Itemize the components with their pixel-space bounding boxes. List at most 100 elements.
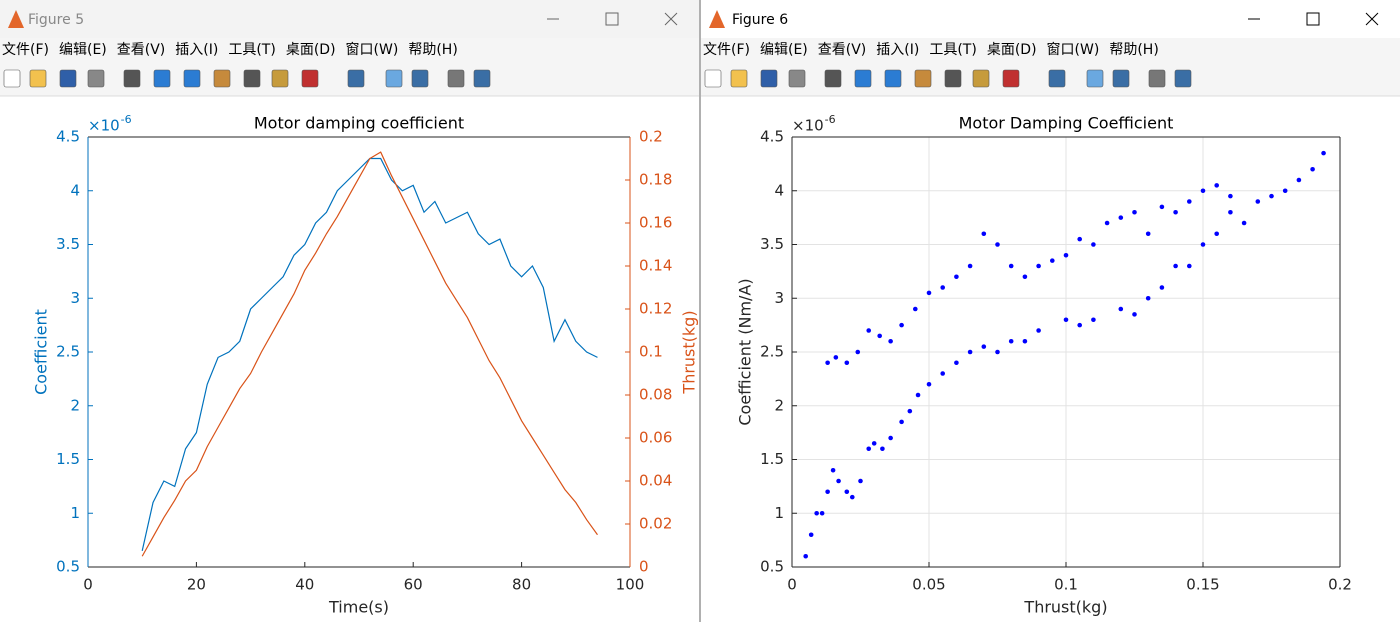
data-point <box>1321 150 1326 156</box>
menu-item[interactable]: 编辑(E) <box>760 42 808 58</box>
toolbar-button[interactable] <box>271 69 289 88</box>
menu-item[interactable]: 工具(T) <box>929 42 976 58</box>
toolbar-button[interactable] <box>1002 69 1020 88</box>
chart-title: Motor damping coefficient <box>254 114 464 133</box>
data-point <box>808 532 814 538</box>
data-point <box>1255 199 1261 204</box>
x-tick-label: 20 <box>187 576 206 594</box>
maximize-button[interactable] <box>605 12 619 26</box>
toolbar-button[interactable] <box>183 69 201 88</box>
data-point <box>940 285 945 290</box>
menu-item[interactable]: 工具(T) <box>228 42 275 58</box>
menu-item[interactable]: 插入(I) <box>876 42 919 58</box>
menu-item[interactable]: 帮助(H) <box>408 42 457 58</box>
toolbar-button[interactable] <box>301 69 319 88</box>
menu-item[interactable]: 桌面(D) <box>987 42 1037 58</box>
y2-tick-label: 0.08 <box>639 386 672 404</box>
toolbar-button[interactable] <box>1048 69 1066 88</box>
toolbar-button[interactable] <box>884 69 902 88</box>
data-point <box>866 446 872 452</box>
matlab-icon <box>709 10 725 28</box>
data-point <box>967 349 973 355</box>
maximize-button[interactable] <box>1306 12 1320 26</box>
x-axis-label: Thrust(kg) <box>1023 598 1107 617</box>
data-point <box>1187 199 1192 204</box>
y-tick-label: 1 <box>774 504 784 522</box>
y2-tick-label: 0.02 <box>639 515 672 533</box>
toolbar-button[interactable] <box>411 69 429 88</box>
menu-item[interactable]: 查看(V) <box>818 42 867 58</box>
data-point <box>1228 209 1233 215</box>
toolbar-button[interactable] <box>385 69 403 88</box>
toolbar-button[interactable] <box>704 69 722 88</box>
toolbar-button[interactable] <box>1174 69 1192 88</box>
menu-item[interactable]: 桌面(D) <box>286 42 336 58</box>
close-button[interactable] <box>664 12 678 26</box>
toolbar-button[interactable] <box>854 69 872 88</box>
data-point <box>1063 317 1069 323</box>
toolbar-button[interactable] <box>824 69 842 88</box>
title-bar <box>0 0 699 38</box>
toolbar-button[interactable] <box>944 69 962 88</box>
data-point <box>1269 193 1274 199</box>
x-tick-label: 0 <box>787 576 797 594</box>
close-button[interactable] <box>1365 12 1379 26</box>
data-point <box>858 478 863 484</box>
data-point <box>803 553 808 559</box>
toolbar-button[interactable] <box>447 69 465 88</box>
data-point <box>1091 317 1096 323</box>
y-tick-label: 4 <box>70 181 80 199</box>
y-tick-label: 2.5 <box>56 343 80 361</box>
y2-tick-label: 0.12 <box>639 300 672 318</box>
toolbar-button[interactable] <box>788 69 806 88</box>
x-tick-label: 0.15 <box>1186 576 1219 594</box>
y-tick-label: 3.5 <box>760 235 784 253</box>
toolbar-button[interactable] <box>3 69 21 88</box>
y2-tick-label: 0.2 <box>639 128 663 146</box>
y2-tick-label: 0.1 <box>639 343 663 361</box>
toolbar-button[interactable] <box>29 69 47 88</box>
toolbar-button[interactable] <box>123 69 141 88</box>
toolbar-button[interactable] <box>473 69 491 88</box>
toolbar-button[interactable] <box>914 69 932 88</box>
y-tick-label: 0.5 <box>760 558 784 576</box>
data-point <box>1187 263 1192 269</box>
toolbar-button[interactable] <box>243 69 261 88</box>
window-divider <box>699 0 701 622</box>
toolbar-button[interactable] <box>59 69 77 88</box>
toolbar-button[interactable] <box>730 69 748 88</box>
toolbar-button[interactable] <box>972 69 990 88</box>
data-point <box>981 344 987 349</box>
data-point <box>1173 209 1178 215</box>
y-tick-label: 2.5 <box>760 343 784 361</box>
data-point <box>1008 263 1014 269</box>
data-point <box>1132 209 1137 215</box>
data-point <box>1159 204 1165 210</box>
toolbar-button[interactable] <box>213 69 231 88</box>
data-point <box>1104 220 1110 226</box>
data-point <box>1063 252 1069 258</box>
menu-item[interactable]: 文件(F) <box>2 42 49 58</box>
toolbar-button[interactable] <box>153 69 171 88</box>
data-point <box>1050 258 1055 263</box>
data-point <box>1241 220 1247 226</box>
menu-item[interactable]: 帮助(H) <box>1109 42 1158 58</box>
toolbar-button[interactable] <box>347 69 365 88</box>
menu-item[interactable]: 窗口(W) <box>1047 41 1100 58</box>
menu-item[interactable]: 插入(I) <box>175 42 218 58</box>
x-axis-label: Time(s) <box>328 598 389 617</box>
toolbar-button[interactable] <box>1148 69 1166 88</box>
toolbar-button[interactable] <box>1112 69 1130 88</box>
menu-item[interactable]: 编辑(E) <box>59 42 107 58</box>
menu-item[interactable]: 文件(F) <box>703 42 750 58</box>
toolbar-button[interactable] <box>760 69 778 88</box>
y2-tick-label: 0.16 <box>639 214 672 232</box>
toolbar-button[interactable] <box>1086 69 1104 88</box>
data-point <box>871 441 877 446</box>
window-title: Figure 6 <box>732 12 788 28</box>
data-point <box>830 467 836 473</box>
toolbar-button[interactable] <box>87 69 105 88</box>
menu-item[interactable]: 查看(V) <box>117 42 166 58</box>
menu-item[interactable]: 窗口(W) <box>346 41 399 58</box>
